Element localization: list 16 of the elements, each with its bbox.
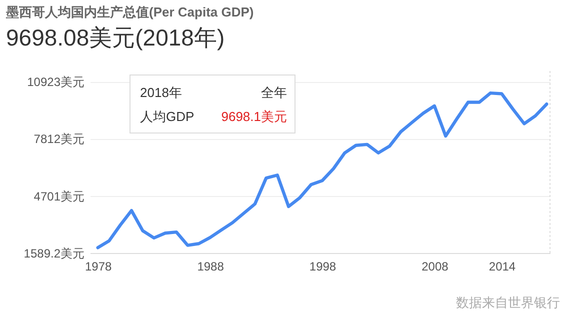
chart-subtitle: 9698.08美元(2018年) <box>6 24 225 50</box>
chart-title: 墨西哥人均国内生产总值(Per Capita GDP) <box>5 4 254 20</box>
annotation: 9698.1美元 <box>221 109 287 124</box>
annotation: 全年 <box>261 85 287 100</box>
text: 数据来自世界银行 <box>456 295 560 310</box>
y-tick-label: 7812美元 <box>34 132 84 146</box>
annotation: 人均GDP <box>140 109 194 124</box>
y-tick-label: 4701美元 <box>34 189 84 204</box>
x-tick-label: 2014 <box>488 260 516 274</box>
x-tick-label: 2008 <box>422 260 449 274</box>
x-tick-label: 1978 <box>85 260 112 274</box>
annotation: 2018年 <box>140 85 182 100</box>
y-tick-label: 10923美元 <box>27 75 84 90</box>
x-tick-label: 1998 <box>309 260 336 274</box>
x-tick-label: 1988 <box>197 260 224 274</box>
y-tick-label: 1589.2美元 <box>24 246 84 260</box>
